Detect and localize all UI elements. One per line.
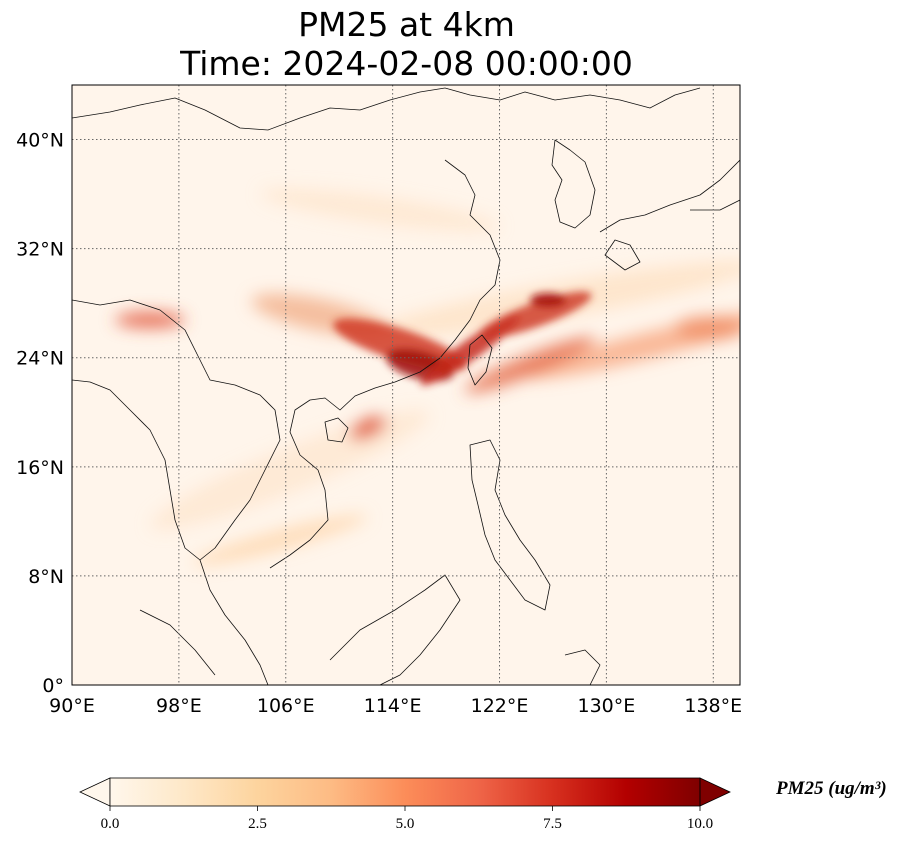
korea-peninsula — [551, 139, 596, 229]
myanmar-plume-shape — [115, 312, 185, 328]
colorbar-tick-label-3: 7.5 — [543, 816, 562, 832]
south-china-sea-band — [193, 514, 367, 566]
longitude-tick-label-3: 114°E — [364, 695, 422, 717]
hainan-plume-shape — [349, 416, 387, 440]
longitude-tick-labels: 90°E 98°E 106°E 114°E 122°E 130°E 138°E — [49, 695, 742, 717]
pacific-east-plume-shape — [675, 316, 740, 340]
map-background — [72, 85, 740, 685]
colorbar-tick-label-1: 2.5 — [248, 816, 267, 832]
longitude-tick-label-4: 122°E — [471, 695, 529, 717]
japan-islands — [599, 159, 740, 271]
longitude-tick-label-1: 98°E — [156, 695, 202, 717]
longitude-tick-label-0: 90°E — [49, 695, 95, 717]
map-time-subtitle: Time: 2024-02-08 00:00:00 — [180, 44, 633, 83]
sulawesi — [564, 649, 601, 685]
latitude-tick-label-2: 16°N — [16, 457, 64, 479]
north-china-band — [261, 188, 499, 232]
hainan-island — [324, 417, 349, 443]
taiwan-island — [467, 334, 493, 386]
northeast-border — [444, 87, 701, 109]
colorbar-tick-labels: 0.0 2.5 5.0 7.5 10.0 — [101, 806, 713, 832]
longitude-tick-label-5: 130°E — [578, 695, 636, 717]
gridlines — [72, 85, 740, 685]
indochina-background-band — [150, 410, 430, 530]
indochina-outline — [72, 299, 281, 561]
taiwan-east-plume-shape — [464, 337, 596, 393]
china-coastline — [269, 159, 501, 569]
latitude-tick-label-1: 8°N — [28, 566, 64, 588]
colorbar-max-extension — [699, 777, 731, 807]
map-title: PM25 at 4km — [298, 5, 515, 44]
colorbar: 0.0 2.5 5.0 7.5 10.0 — [79, 777, 731, 832]
colorbar-label: PM25 (ug/m³) — [776, 778, 887, 799]
colorbar-min-extension — [79, 777, 111, 807]
malay-peninsula-sumatra — [139, 559, 269, 685]
map-panel — [72, 85, 740, 685]
latitude-tick-label-3: 24°N — [16, 348, 64, 370]
latitude-tick-label-4: 32°N — [16, 239, 64, 261]
borneo — [329, 574, 461, 685]
east-china-sea-peak-shape — [530, 293, 566, 307]
colorbar-body — [110, 778, 700, 806]
latitude-tick-labels: 0° 8°N 16°N 24°N 32°N 40°N — [16, 130, 64, 697]
mongolia-border — [72, 87, 446, 131]
colorbar-tick-label-2: 5.0 — [396, 816, 415, 832]
longitude-tick-label-2: 106°E — [257, 695, 315, 717]
colorbar-tick-label-0: 0.0 — [101, 816, 120, 832]
philippines — [469, 439, 551, 611]
map-frame — [71, 84, 741, 686]
coastlines — [72, 87, 740, 685]
longitude-tick-label-6: 138°E — [684, 695, 742, 717]
latitude-tick-label-5: 40°N — [16, 130, 64, 152]
latitude-tick-label-0: 0° — [42, 675, 64, 697]
colorbar-tick-label-4: 10.0 — [687, 816, 713, 832]
